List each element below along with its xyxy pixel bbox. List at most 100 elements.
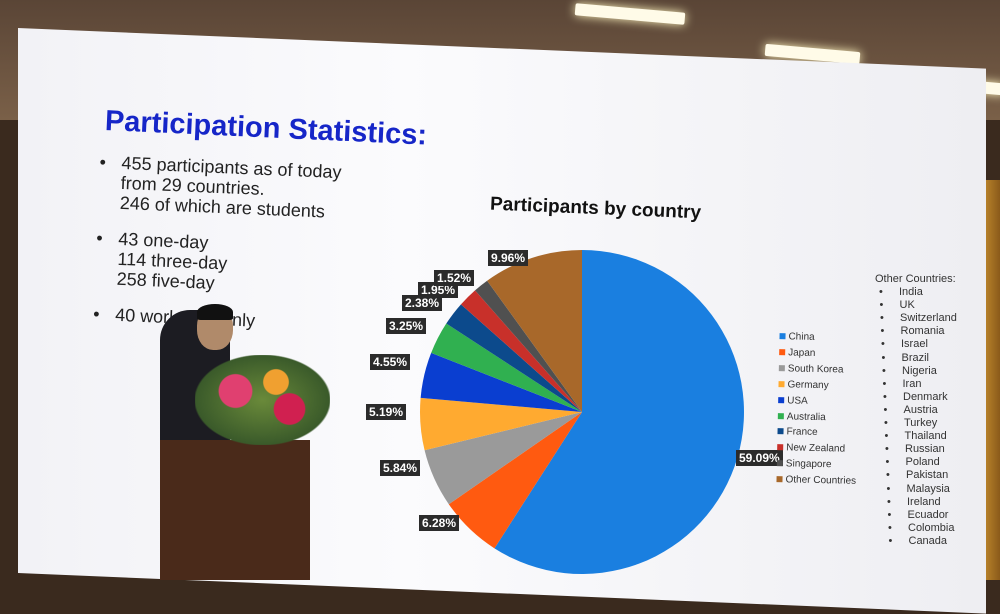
legend-swatch: [776, 476, 783, 483]
bullet-dot: •: [880, 312, 884, 325]
data-label: 9.96%: [488, 250, 529, 266]
country-name: Thailand: [904, 430, 947, 443]
other-country-item: • Switzerland: [875, 312, 957, 325]
other-country-item: • Ireland: [875, 496, 957, 509]
other-country-item: • Poland: [875, 456, 957, 469]
country-name: Canada: [908, 534, 948, 547]
country-name: Austria: [903, 403, 938, 416]
pie-slice-germany: [420, 397, 582, 451]
country-name: Romania: [900, 325, 945, 338]
other-country-item: • Colombia: [875, 522, 957, 535]
country-name: Malaysia: [906, 482, 950, 495]
legend-swatch: [778, 380, 785, 388]
legend-swatch: [776, 460, 783, 467]
country-name: Poland: [905, 456, 940, 469]
other-countries-heading: Other Countries:: [875, 273, 956, 285]
bullet-dot: •: [880, 325, 885, 338]
bullet-dot: •: [885, 443, 889, 456]
legend-label: Singapore: [785, 458, 832, 471]
legend-label: Other Countries: [785, 474, 857, 487]
legend-item: Singapore: [776, 456, 857, 474]
bullet-dot: •: [887, 508, 892, 521]
legend-swatch: [779, 333, 786, 340]
pie-slice-other-countries: [487, 250, 582, 412]
legend-swatch: [778, 396, 785, 403]
country-name: Denmark: [903, 390, 948, 403]
bullet-dot: •: [885, 456, 890, 469]
legend-swatch: [777, 444, 784, 451]
legend-label: China: [788, 331, 815, 343]
bullet-dot: •: [881, 351, 886, 364]
legend-label: France: [786, 426, 818, 439]
pie-slice-singapore: [475, 280, 582, 412]
legend-item: Australia: [777, 409, 858, 427]
country-name: Switzerland: [900, 312, 957, 325]
data-label: 1.95%: [418, 282, 459, 298]
legend-label: Germany: [787, 379, 829, 391]
bullet-dot: •: [883, 403, 888, 416]
country-name: Russian: [905, 443, 945, 456]
legend-item: China: [779, 329, 859, 347]
chart-legend: China Japan South Korea Germany USA Australia…: [776, 329, 859, 490]
speaker-hair: [197, 304, 233, 320]
legend-label: Australia: [786, 410, 826, 423]
country-name: Israel: [901, 338, 928, 351]
country-name: Turkey: [904, 417, 938, 430]
legend-item: Other Countries: [776, 472, 856, 490]
country-name: UK: [899, 299, 915, 312]
podium: [160, 440, 310, 580]
other-country-item: • Israel: [875, 338, 957, 351]
pie-slice-new-zealand: [460, 290, 582, 412]
legend-label: South Korea: [787, 363, 844, 376]
legend-item: France: [777, 425, 857, 443]
legend-item: USA: [778, 393, 858, 411]
legend-label: Japan: [788, 347, 816, 359]
legend-swatch: [779, 349, 786, 356]
bullet-dot: •: [881, 338, 885, 351]
country-name: Ireland: [907, 495, 941, 508]
country-name: Pakistan: [906, 469, 949, 482]
other-country-item: • Ecuador: [875, 509, 957, 522]
legend-item: New Zealand: [777, 441, 857, 459]
bullet-dot: •: [886, 482, 891, 495]
data-label: 6.28%: [419, 515, 460, 531]
other-country-item: • India: [875, 286, 957, 299]
bullet-dot: •: [886, 469, 890, 482]
bullet-dot: •: [879, 299, 884, 312]
data-label: 5.19%: [366, 404, 407, 420]
pie-chart: [420, 250, 744, 574]
data-label: 1.52%: [434, 270, 475, 286]
legend-item: Japan: [779, 345, 859, 363]
pie-slice-usa: [420, 352, 582, 412]
data-label: 4.55%: [370, 354, 411, 370]
country-name: India: [899, 286, 923, 299]
pie-slice-australia: [431, 323, 582, 412]
pie-slice-south-korea: [424, 412, 582, 505]
other-country-item: • Austria: [875, 404, 957, 417]
other-country-item: • Turkey: [875, 417, 957, 430]
pie-slice-japan: [448, 412, 582, 549]
legend-item: Germany: [778, 377, 858, 395]
other-country-item: • Denmark: [875, 391, 957, 404]
other-country-item: • Pakistan: [875, 469, 957, 482]
bullet-dot: •: [879, 286, 883, 299]
country-name: Ecuador: [907, 508, 949, 521]
bullet-dot: •: [882, 364, 886, 377]
legend-label: New Zealand: [786, 442, 846, 455]
bullet-dot: •: [883, 390, 887, 403]
bullet-dot: •: [884, 417, 888, 430]
other-country-item: • Nigeria: [875, 365, 957, 378]
bullet-dot: •: [882, 377, 887, 390]
other-country-item: • Russian: [875, 443, 957, 456]
legend-swatch: [778, 364, 785, 372]
legend-item: South Korea: [778, 361, 859, 379]
flower-arrangement: [195, 355, 330, 445]
data-label: 59.09%: [736, 450, 783, 466]
bullet-dot: •: [884, 430, 889, 443]
pie-slice-china: [494, 250, 744, 574]
other-country-item: • Malaysia: [875, 483, 957, 496]
other-country-item: • Thailand: [875, 430, 957, 443]
data-label: 5.84%: [380, 460, 421, 476]
other-country-item: • Canada: [875, 535, 957, 548]
other-country-item: • Iran: [875, 378, 957, 391]
